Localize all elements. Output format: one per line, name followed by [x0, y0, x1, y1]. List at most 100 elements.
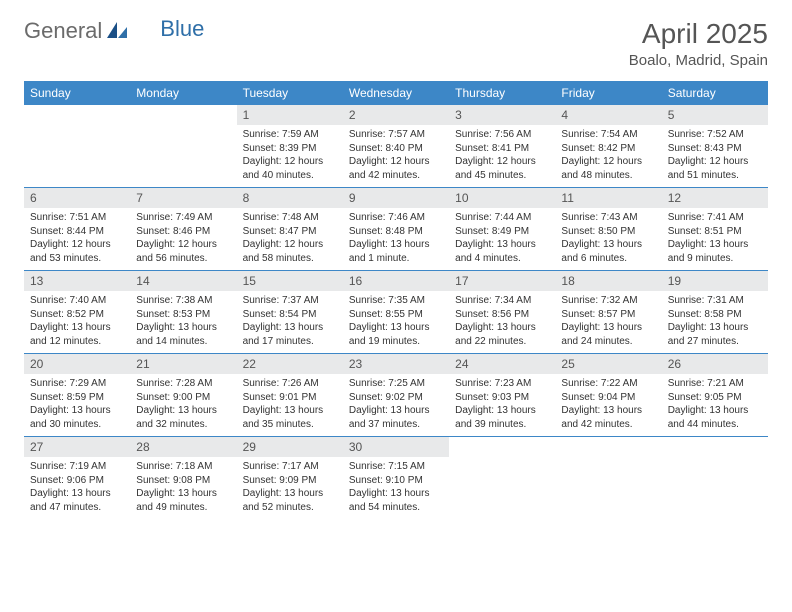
daylight-text-line2: and 30 minutes.	[30, 418, 124, 432]
daylight-text-line1: Daylight: 13 hours	[30, 487, 124, 501]
sunset-text: Sunset: 9:10 PM	[349, 474, 443, 488]
day-content: Sunrise: 7:56 AMSunset: 8:41 PMDaylight:…	[449, 125, 555, 186]
sunrise-text: Sunrise: 7:52 AM	[668, 128, 762, 142]
day-content: Sunrise: 7:54 AMSunset: 8:42 PMDaylight:…	[555, 125, 661, 186]
day-number: 15	[237, 271, 343, 291]
day-content: Sunrise: 7:52 AMSunset: 8:43 PMDaylight:…	[662, 125, 768, 186]
day-number: 11	[555, 188, 661, 208]
day-cell: 1Sunrise: 7:59 AMSunset: 8:39 PMDaylight…	[237, 105, 343, 187]
daylight-text-line2: and 45 minutes.	[455, 169, 549, 183]
day-cell: 11Sunrise: 7:43 AMSunset: 8:50 PMDayligh…	[555, 188, 661, 270]
sunset-text: Sunset: 9:02 PM	[349, 391, 443, 405]
sunrise-text: Sunrise: 7:15 AM	[349, 460, 443, 474]
day-number: 21	[130, 354, 236, 374]
daylight-text-line1: Daylight: 12 hours	[136, 238, 230, 252]
sunrise-text: Sunrise: 7:21 AM	[668, 377, 762, 391]
day-number: 13	[24, 271, 130, 291]
sunrise-text: Sunrise: 7:32 AM	[561, 294, 655, 308]
day-cell: 10Sunrise: 7:44 AMSunset: 8:49 PMDayligh…	[449, 188, 555, 270]
sunset-text: Sunset: 9:04 PM	[561, 391, 655, 405]
day-cell: 13Sunrise: 7:40 AMSunset: 8:52 PMDayligh…	[24, 271, 130, 353]
day-cell: 25Sunrise: 7:22 AMSunset: 9:04 PMDayligh…	[555, 354, 661, 436]
calendar: Sunday Monday Tuesday Wednesday Thursday…	[24, 81, 768, 519]
sunset-text: Sunset: 8:47 PM	[243, 225, 337, 239]
day-content: Sunrise: 7:15 AMSunset: 9:10 PMDaylight:…	[343, 457, 449, 518]
day-content: Sunrise: 7:37 AMSunset: 8:54 PMDaylight:…	[237, 291, 343, 352]
daylight-text-line1: Daylight: 13 hours	[136, 487, 230, 501]
daylight-text-line1: Daylight: 13 hours	[349, 404, 443, 418]
sunrise-text: Sunrise: 7:51 AM	[30, 211, 124, 225]
page-subtitle: Boalo, Madrid, Spain	[629, 52, 768, 69]
daylight-text-line2: and 58 minutes.	[243, 252, 337, 266]
day-number: 25	[555, 354, 661, 374]
day-number: 5	[662, 105, 768, 125]
day-content: Sunrise: 7:32 AMSunset: 8:57 PMDaylight:…	[555, 291, 661, 352]
sunset-text: Sunset: 8:41 PM	[455, 142, 549, 156]
sunrise-text: Sunrise: 7:46 AM	[349, 211, 443, 225]
daylight-text-line1: Daylight: 12 hours	[668, 155, 762, 169]
day-cell: 22Sunrise: 7:26 AMSunset: 9:01 PMDayligh…	[237, 354, 343, 436]
daylight-text-line2: and 6 minutes.	[561, 252, 655, 266]
weekday-heading: Friday	[555, 81, 661, 105]
title-block: April 2025 Boalo, Madrid, Spain	[629, 18, 768, 69]
day-number: 18	[555, 271, 661, 291]
day-number: 6	[24, 188, 130, 208]
daylight-text-line1: Daylight: 13 hours	[136, 321, 230, 335]
daylight-text-line1: Daylight: 12 hours	[455, 155, 549, 169]
day-number: 9	[343, 188, 449, 208]
sunrise-text: Sunrise: 7:56 AM	[455, 128, 549, 142]
sunset-text: Sunset: 8:59 PM	[30, 391, 124, 405]
day-cell: 20Sunrise: 7:29 AMSunset: 8:59 PMDayligh…	[24, 354, 130, 436]
daylight-text-line1: Daylight: 13 hours	[349, 487, 443, 501]
sunrise-text: Sunrise: 7:34 AM	[455, 294, 549, 308]
day-cell: 14Sunrise: 7:38 AMSunset: 8:53 PMDayligh…	[130, 271, 236, 353]
sunset-text: Sunset: 9:08 PM	[136, 474, 230, 488]
daylight-text-line1: Daylight: 12 hours	[30, 238, 124, 252]
daylight-text-line2: and 35 minutes.	[243, 418, 337, 432]
day-cell: 23Sunrise: 7:25 AMSunset: 9:02 PMDayligh…	[343, 354, 449, 436]
week-row: 27Sunrise: 7:19 AMSunset: 9:06 PMDayligh…	[24, 437, 768, 519]
daylight-text-line2: and 39 minutes.	[455, 418, 549, 432]
day-cell: 15Sunrise: 7:37 AMSunset: 8:54 PMDayligh…	[237, 271, 343, 353]
day-content: Sunrise: 7:26 AMSunset: 9:01 PMDaylight:…	[237, 374, 343, 435]
day-content: Sunrise: 7:43 AMSunset: 8:50 PMDaylight:…	[555, 208, 661, 269]
sunrise-text: Sunrise: 7:22 AM	[561, 377, 655, 391]
day-cell	[24, 105, 130, 187]
day-number: 8	[237, 188, 343, 208]
sunset-text: Sunset: 8:56 PM	[455, 308, 549, 322]
day-number: 29	[237, 437, 343, 457]
sunset-text: Sunset: 8:44 PM	[30, 225, 124, 239]
sunrise-text: Sunrise: 7:25 AM	[349, 377, 443, 391]
sunrise-text: Sunrise: 7:19 AM	[30, 460, 124, 474]
day-number: 1	[237, 105, 343, 125]
day-number: 26	[662, 354, 768, 374]
logo: General Blue	[24, 18, 204, 44]
day-number: 20	[24, 354, 130, 374]
daylight-text-line2: and 17 minutes.	[243, 335, 337, 349]
sunrise-text: Sunrise: 7:31 AM	[668, 294, 762, 308]
daylight-text-line2: and 42 minutes.	[561, 418, 655, 432]
sunrise-text: Sunrise: 7:35 AM	[349, 294, 443, 308]
day-cell: 2Sunrise: 7:57 AMSunset: 8:40 PMDaylight…	[343, 105, 449, 187]
daylight-text-line2: and 37 minutes.	[349, 418, 443, 432]
sunrise-text: Sunrise: 7:40 AM	[30, 294, 124, 308]
day-number: 23	[343, 354, 449, 374]
daylight-text-line1: Daylight: 13 hours	[668, 404, 762, 418]
day-cell: 5Sunrise: 7:52 AMSunset: 8:43 PMDaylight…	[662, 105, 768, 187]
daylight-text-line2: and 53 minutes.	[30, 252, 124, 266]
weekday-heading: Wednesday	[343, 81, 449, 105]
day-content: Sunrise: 7:25 AMSunset: 9:02 PMDaylight:…	[343, 374, 449, 435]
day-cell: 24Sunrise: 7:23 AMSunset: 9:03 PMDayligh…	[449, 354, 555, 436]
day-number: 14	[130, 271, 236, 291]
day-number: 10	[449, 188, 555, 208]
daylight-text-line1: Daylight: 13 hours	[349, 321, 443, 335]
sunrise-text: Sunrise: 7:17 AM	[243, 460, 337, 474]
day-number: 16	[343, 271, 449, 291]
day-number: 19	[662, 271, 768, 291]
sunrise-text: Sunrise: 7:59 AM	[243, 128, 337, 142]
daylight-text-line1: Daylight: 13 hours	[136, 404, 230, 418]
sunrise-text: Sunrise: 7:57 AM	[349, 128, 443, 142]
day-number: 7	[130, 188, 236, 208]
daylight-text-line1: Daylight: 12 hours	[561, 155, 655, 169]
day-cell	[555, 437, 661, 519]
